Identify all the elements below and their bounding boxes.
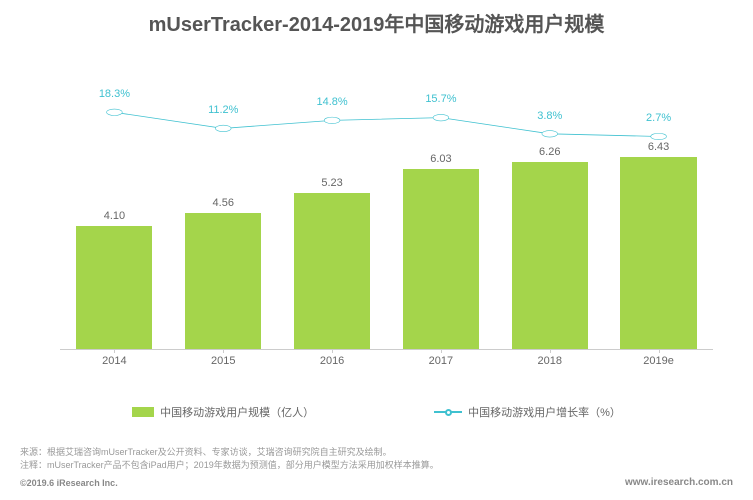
line-label-2019e: 2.7% xyxy=(572,112,746,124)
footer-source: www.iresearch.com.cn xyxy=(625,475,733,490)
plot-region: 4.1018.3%20144.5611.2%20155.2314.8%2016 6… xyxy=(60,80,713,350)
bar-label-2019e: 6.43 xyxy=(582,141,734,153)
legend: 中国移动游戏用户规模（亿人） 中国移动游戏用户增长率（%） xyxy=(0,404,753,420)
chart-title: mUserTracker-2014-2019年中国移动游戏用户规模 xyxy=(0,0,753,42)
chart-area: 4.1018.3%20144.5611.2%20155.2314.8%2016 6… xyxy=(60,80,713,370)
bar-2018 xyxy=(512,162,588,349)
bar-label-2014: 4.10 xyxy=(38,210,190,222)
bar-2016 xyxy=(294,193,370,349)
legend-bar-swatch xyxy=(132,407,154,417)
footer-note-1: 来源：根据艾瑞咨询mUserTracker及公开资料、专家访谈，艾瑞咨询研究院自… xyxy=(20,446,733,460)
bar-2019e xyxy=(620,157,696,349)
column-2019e: 6.432.7%2019e xyxy=(604,80,713,349)
x-tick xyxy=(550,349,551,353)
bar-label-2015: 4.56 xyxy=(147,197,299,209)
legend-line-label: 中国移动游戏用户增长率（%） xyxy=(468,404,621,420)
bar-2017 xyxy=(403,169,479,349)
x-tick xyxy=(114,349,115,353)
footer: 来源：根据艾瑞咨询mUserTracker及公开资料、专家访谈，艾瑞咨询研究院自… xyxy=(20,446,733,491)
legend-bar: 中国移动游戏用户规模（亿人） xyxy=(132,404,314,420)
footer-note-2: 注释：mUserTracker产品不包含iPad用户；2019年数据为预测值，部… xyxy=(20,459,733,473)
x-tick xyxy=(659,349,660,353)
legend-bar-label: 中国移动游戏用户规模（亿人） xyxy=(160,404,314,420)
legend-line: 中国移动游戏用户增长率（%） xyxy=(434,404,621,420)
x-tick xyxy=(332,349,333,353)
bar-2015 xyxy=(185,213,261,349)
legend-line-swatch xyxy=(434,407,462,417)
x-tick xyxy=(441,349,442,353)
column-2014: 4.1018.3%2014 xyxy=(60,80,169,349)
x-tick xyxy=(223,349,224,353)
column-2016: 5.2314.8%2016 xyxy=(278,80,387,349)
bar-label-2016: 5.23 xyxy=(256,177,408,189)
column-2015: 4.5611.2%2015 xyxy=(169,80,278,349)
bar-2014 xyxy=(76,226,152,349)
